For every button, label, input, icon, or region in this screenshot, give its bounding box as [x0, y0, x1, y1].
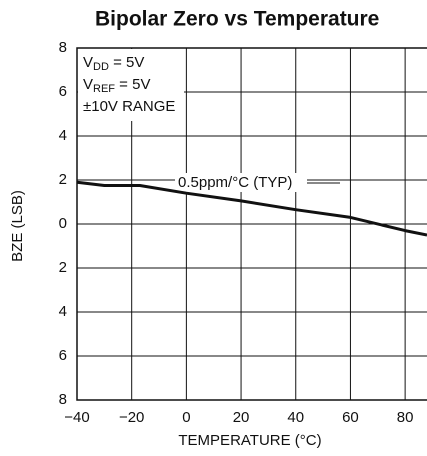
- y-tick-label: 8: [59, 391, 67, 408]
- condition-sub: DD: [93, 61, 109, 73]
- annotation: 0.5ppm/°C (TYP): [178, 174, 292, 191]
- y-tick-label: 8: [59, 39, 67, 56]
- x-tick-label: −40: [64, 409, 89, 426]
- x-tick-label: 0: [182, 409, 190, 426]
- condition-main: ±10V RANGE: [83, 98, 175, 115]
- x-tick-label: −20: [119, 409, 144, 426]
- condition-text: VREF = 5V: [83, 76, 150, 95]
- chart-title: Bipolar Zero vs Temperature: [95, 8, 379, 31]
- condition-text: VDD = 5V: [83, 54, 144, 73]
- x-tick-label: 60: [342, 409, 359, 426]
- data-line: [76, 180, 427, 237]
- conditions-box: [78, 49, 184, 121]
- condition-main: V: [83, 76, 93, 93]
- annotation-bg: [175, 173, 307, 192]
- condition-tail: = 5V: [109, 54, 144, 71]
- y-tick-label: 2: [59, 259, 67, 276]
- x-axis-label: TEMPERATURE (°C): [178, 432, 321, 449]
- y-tick-label: 6: [59, 83, 67, 100]
- condition-text: ±10V RANGE: [83, 98, 175, 115]
- x-tick-label: 20: [233, 409, 250, 426]
- y-tick-label: 4: [59, 303, 67, 320]
- y-tick-label: 2: [59, 171, 67, 188]
- x-tick-label: 80: [397, 409, 414, 426]
- y-tick-label: 0: [59, 215, 67, 232]
- plot-frame: [76, 47, 427, 401]
- condition-tail: = 5V: [115, 76, 150, 93]
- condition-sub: REF: [93, 83, 115, 95]
- condition-main: V: [83, 54, 93, 71]
- y-tick-label: 6: [59, 347, 67, 364]
- x-tick-label: 40: [287, 409, 304, 426]
- y-tick-label: 4: [59, 127, 67, 144]
- y-axis-label: BZE (LSB): [9, 190, 26, 262]
